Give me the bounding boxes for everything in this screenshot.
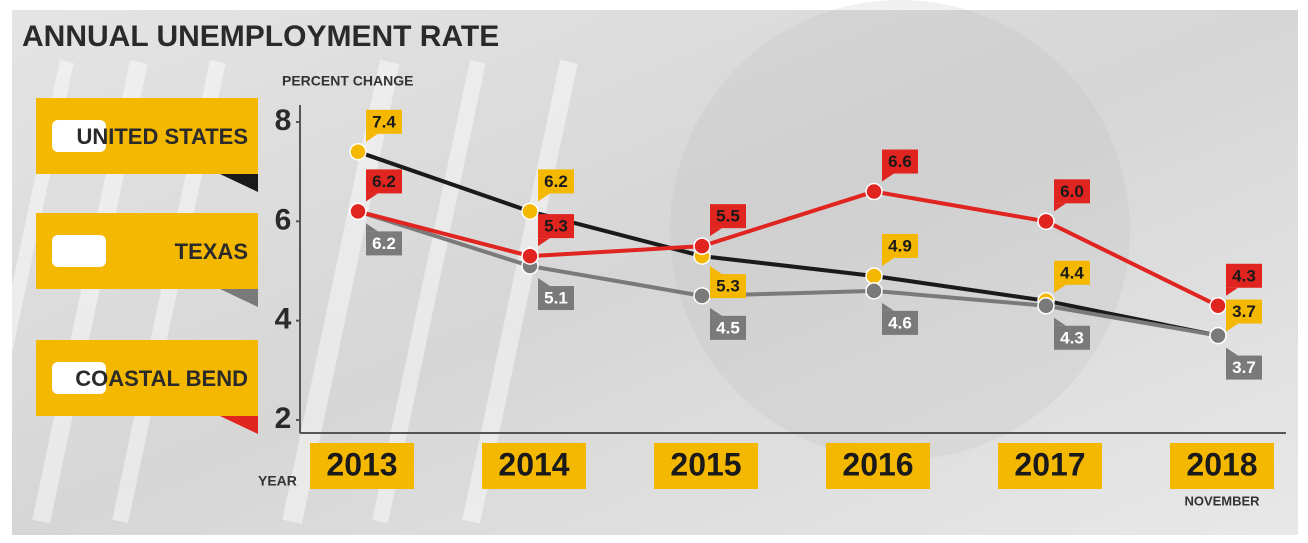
data-label: 6.2 (372, 172, 396, 191)
data-point (694, 238, 710, 254)
y-tick-label: 2 (275, 402, 292, 435)
y-axis-label: PERCENT CHANGE (282, 73, 413, 89)
legend-label: TEXAS (175, 239, 248, 264)
y-tick-label: 4 (275, 303, 292, 336)
data-point (866, 268, 882, 284)
x-tick-label: 2016 (842, 446, 913, 482)
x-tick-label: 2018 (1186, 446, 1257, 482)
data-point (866, 283, 882, 299)
y-tick-label: 8 (275, 104, 292, 137)
data-point (350, 203, 366, 219)
data-label: 3.7 (1232, 358, 1256, 377)
data-label: 6.6 (888, 152, 912, 171)
data-label: 6.2 (372, 234, 396, 253)
x-tick-label: 2015 (670, 446, 741, 482)
data-point (522, 203, 538, 219)
legend-icon (52, 235, 106, 267)
x-axis-label: YEAR (258, 473, 297, 489)
data-label: 4.3 (1232, 266, 1256, 285)
data-label: 5.5 (716, 207, 740, 226)
chart: ANNUAL UNEMPLOYMENT RATE PERCENT CHANGE … (0, 0, 1308, 543)
data-label: 5.1 (544, 289, 568, 308)
data-point (1038, 213, 1054, 229)
data-label: 6.0 (1060, 182, 1084, 201)
data-point (866, 184, 882, 200)
data-point (1210, 298, 1226, 314)
data-label: 7.4 (372, 112, 396, 131)
data-label: 5.3 (544, 217, 568, 236)
data-label: 4.9 (888, 236, 912, 255)
legend-label: COASTAL BEND (75, 366, 248, 391)
data-point (1038, 298, 1054, 314)
x-tick-label: 2013 (326, 446, 397, 482)
x-tick-label: 2014 (498, 446, 569, 482)
data-point (350, 144, 366, 160)
annotation: NOVEMBER (1184, 493, 1260, 508)
data-label: 4.3 (1060, 328, 1084, 347)
x-tick-label: 2017 (1014, 446, 1085, 482)
data-label: 4.5 (716, 318, 740, 337)
data-label: 3.7 (1232, 302, 1256, 321)
legend-label: UNITED STATES (76, 124, 248, 149)
data-point (694, 288, 710, 304)
data-point (522, 248, 538, 264)
data-label: 4.6 (888, 313, 912, 332)
data-label: 4.4 (1060, 263, 1084, 282)
data-point (1210, 328, 1226, 344)
chart-title: ANNUAL UNEMPLOYMENT RATE (22, 20, 499, 53)
data-label: 5.3 (716, 277, 740, 296)
data-label: 6.2 (544, 172, 568, 191)
y-tick-label: 6 (275, 203, 292, 236)
